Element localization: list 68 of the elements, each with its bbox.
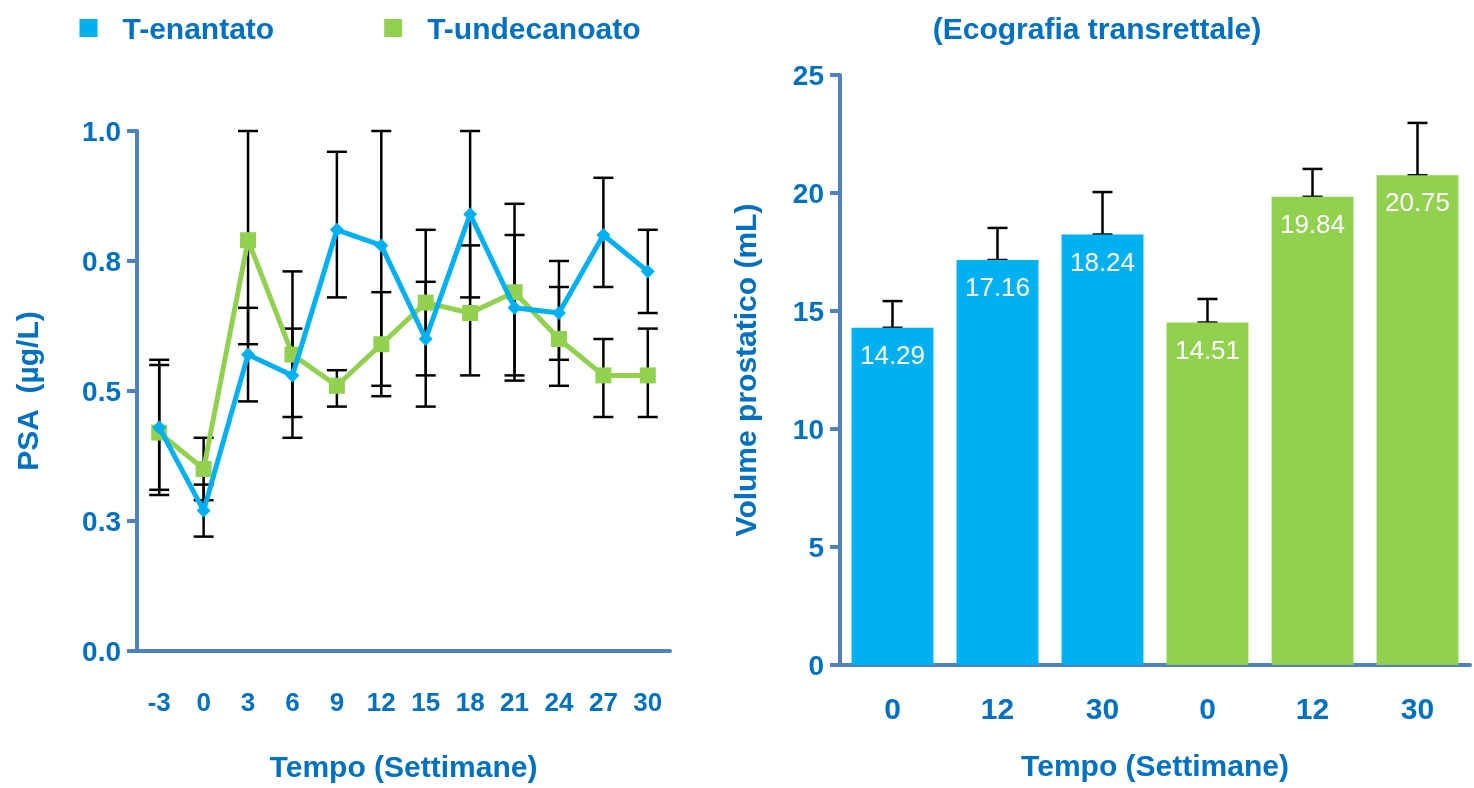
point xyxy=(463,207,478,222)
y-tick-label: 15 xyxy=(792,295,824,327)
point xyxy=(595,367,612,384)
x-tick-label: 30 xyxy=(1085,691,1120,725)
y-tick-label: 5 xyxy=(808,531,824,563)
y-tick-label: 10 xyxy=(792,413,824,445)
point xyxy=(195,461,212,477)
bar xyxy=(851,327,934,665)
y-tick-label: 0.3 xyxy=(82,505,121,537)
x-tick-label: 21 xyxy=(500,687,529,717)
y-axis-title: Volume prostatico (mL) xyxy=(728,203,762,537)
chart-title: (Ecografia transrettale) xyxy=(932,11,1262,45)
x-tick-label: 0 xyxy=(884,691,901,725)
point xyxy=(551,306,566,320)
bar xyxy=(1166,322,1249,665)
point xyxy=(639,367,656,384)
point xyxy=(240,232,257,249)
point xyxy=(329,222,344,237)
point xyxy=(241,347,256,362)
x-tick-label: 9 xyxy=(329,687,345,717)
data-label: 19.84 xyxy=(1279,208,1346,239)
point xyxy=(374,238,389,253)
y-tick-label: 1.0 xyxy=(82,115,121,147)
x-tick-label: 3 xyxy=(240,687,256,717)
point xyxy=(596,228,611,242)
point xyxy=(640,264,655,279)
y-tick-label: 0.8 xyxy=(82,245,121,277)
point xyxy=(328,377,345,394)
x-tick-label: 12 xyxy=(366,687,396,717)
y-tick-label: 0 xyxy=(808,649,824,681)
bar xyxy=(1061,234,1144,665)
point xyxy=(417,294,434,311)
bar xyxy=(956,260,1039,665)
data-label: 20.75 xyxy=(1384,187,1451,218)
point xyxy=(285,368,300,383)
point xyxy=(507,300,522,315)
point xyxy=(462,305,479,321)
data-label: 14.29 xyxy=(859,339,926,370)
x-tick-label: 27 xyxy=(588,687,618,717)
point xyxy=(550,331,567,347)
x-tick-label: 0 xyxy=(1199,691,1216,725)
x-tick-label: 6 xyxy=(285,687,300,717)
point xyxy=(418,332,433,346)
bar xyxy=(1271,196,1354,665)
y-tick-label: 0.0 xyxy=(82,635,121,667)
x-tick-label: 30 xyxy=(633,687,663,717)
x-axis-title: Tempo (Settimane) xyxy=(1021,748,1289,782)
x-axis-title: Tempo (Settimane) xyxy=(269,749,538,783)
x-tick-label: 15 xyxy=(411,687,441,717)
x-tick-label: 24 xyxy=(544,687,574,717)
x-tick-label: 30 xyxy=(1400,691,1435,725)
point xyxy=(373,336,390,353)
y-axis-title: PSA (µg/L) xyxy=(10,311,44,471)
x-tick-label: -3 xyxy=(147,687,171,717)
x-tick-label: 18 xyxy=(455,687,485,717)
legend-label: T-enantato xyxy=(122,11,275,45)
bar xyxy=(1376,175,1459,665)
x-tick-label: 0 xyxy=(196,687,211,717)
y-tick-label: 0.5 xyxy=(82,375,121,407)
legend-label: T-undecanoato xyxy=(427,11,641,45)
y-tick-label: 20 xyxy=(792,177,824,209)
x-tick-label: 12 xyxy=(980,691,1015,725)
data-label: 17.16 xyxy=(964,272,1031,303)
point xyxy=(152,420,167,435)
data-label: 18.24 xyxy=(1069,246,1136,277)
data-label: 14.51 xyxy=(1174,334,1241,365)
x-tick-label: 12 xyxy=(1295,691,1330,725)
y-tick-label: 25 xyxy=(792,59,824,91)
